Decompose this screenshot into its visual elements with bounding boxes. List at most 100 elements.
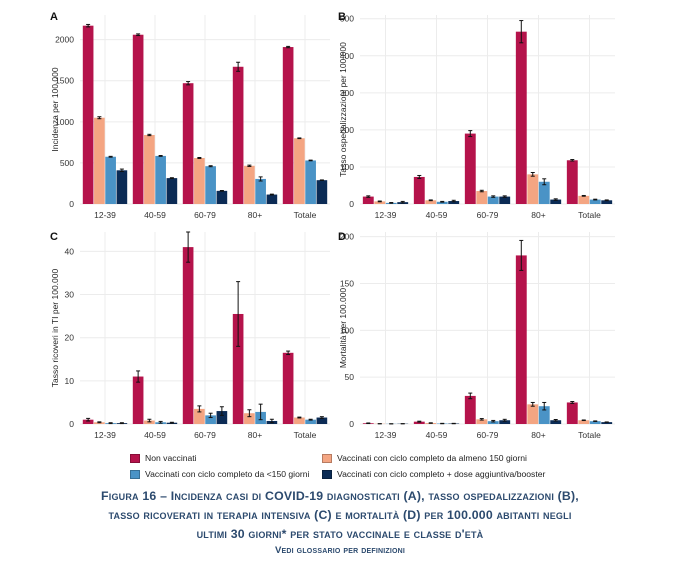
x-tick-label: Totale	[578, 210, 601, 220]
legend-item-vaccinati-150-minus: Vaccinati con ciclo completo da <150 gio…	[130, 469, 309, 479]
bar	[182, 83, 194, 204]
bar	[244, 165, 255, 204]
y-tick-label: 0	[69, 199, 74, 209]
bar	[205, 415, 216, 424]
y-axis-label: Tasso ospedalizzazioni per 100.000	[338, 42, 348, 177]
bar	[566, 160, 578, 204]
bar	[601, 422, 613, 424]
y-tick-label: 500	[340, 14, 354, 24]
x-tick-label: 40-59	[144, 210, 166, 220]
bar	[232, 66, 244, 204]
x-tick-label: Totale	[578, 430, 601, 440]
bar	[132, 376, 144, 424]
y-tick-label: 300	[340, 88, 354, 98]
figure-caption: Figura 16 – Incidenza casi di COVID-19 d…	[0, 487, 680, 544]
bar	[425, 200, 437, 204]
bar	[305, 160, 316, 204]
legend-label: Vaccinati con ciclo completo + dose aggi…	[337, 469, 546, 479]
legend-swatch	[322, 469, 332, 479]
x-tick-label: 12-39	[375, 430, 397, 440]
chart-panel-a: 0 500 1000 1500 2000 A Incidenza per 100.000 12…	[50, 11, 330, 220]
glossary-note: Vedi glossario per definizioni	[274, 545, 406, 556]
legend-item-non-vaccinati: Non vaccinati	[130, 453, 197, 463]
x-tick-label: 40-59	[426, 430, 448, 440]
y-tick-label: 150	[340, 279, 354, 289]
caption-line-2: tasso ricoverati in terapia intensiva (C…	[108, 508, 572, 522]
legend-label: Vaccinati con ciclo completo da almeno 1…	[337, 453, 527, 463]
bar	[487, 421, 499, 424]
bar	[294, 138, 305, 204]
y-axis-label: Tasso ricoveri in TI per 100.000	[50, 269, 60, 388]
bar	[182, 247, 194, 424]
y-tick-label: 100	[340, 325, 354, 335]
legend-swatch	[322, 453, 332, 463]
y-tick-label: 2000	[55, 35, 74, 45]
bar	[487, 196, 499, 204]
bar	[476, 419, 488, 424]
bar	[282, 352, 294, 424]
y-axis-label: Mortalità per 100.000	[338, 288, 348, 369]
panel-letter: C	[50, 231, 58, 243]
chart-panel-c: 0 10 20 30 40 C Tasso ricoveri in TI per 100.0…	[50, 231, 330, 440]
bar	[305, 419, 316, 424]
legend-label: Vaccinati con ciclo completo da <150 gio…	[145, 469, 310, 479]
y-tick-label: 40	[65, 246, 75, 256]
y-tick-label: 400	[340, 51, 354, 61]
x-tick-label: 80+	[248, 210, 262, 220]
bar	[374, 201, 386, 204]
panel-letter: A	[50, 11, 58, 23]
bar	[282, 47, 294, 205]
bar	[82, 419, 94, 424]
bar	[316, 180, 328, 204]
x-tick-label: 12-39	[94, 430, 116, 440]
legend-swatch	[130, 453, 140, 463]
bar	[589, 421, 601, 424]
bar	[436, 201, 448, 204]
x-tick-label: 80+	[531, 210, 545, 220]
y-tick-label: 200	[340, 125, 354, 135]
bar	[82, 25, 94, 205]
bar	[244, 413, 255, 424]
bar	[589, 199, 601, 204]
caption-line-1: Figura 16 – Incidenza casi di COVID-19 d…	[101, 489, 579, 503]
bar	[601, 200, 613, 204]
caption-line-3: ultimi 30 giorni* per stato vaccinale e …	[196, 527, 484, 541]
bar	[538, 406, 550, 424]
bar	[566, 402, 578, 424]
x-tick-label: 40-59	[426, 210, 448, 220]
y-tick-label: 0	[349, 199, 354, 209]
bar	[578, 420, 590, 424]
bar	[413, 421, 425, 424]
x-tick-label: Totale	[294, 210, 317, 220]
bar	[294, 417, 305, 424]
x-tick-label: 12-39	[94, 210, 116, 220]
legend-item-booster: Vaccinati con ciclo completo + dose aggi…	[322, 469, 545, 479]
bar	[476, 191, 488, 204]
y-tick-label: 10	[65, 376, 75, 386]
y-tick-label: 500	[60, 158, 74, 168]
y-tick-label: 20	[65, 333, 75, 343]
bar	[155, 155, 166, 204]
y-tick-label: 0	[69, 419, 74, 429]
y-tick-label: 1500	[55, 76, 74, 86]
bar	[255, 178, 266, 204]
legend: Non vaccinati Vaccinati con ciclo comple…	[130, 451, 610, 485]
x-tick-label: 60-79	[477, 430, 499, 440]
legend-label: Non vaccinati	[145, 453, 197, 463]
y-axis-label: Incidenza per 100.000	[50, 67, 60, 151]
bar	[538, 181, 550, 204]
bar	[116, 170, 128, 204]
bar	[515, 31, 527, 205]
x-tick-label: Totale	[294, 430, 317, 440]
bar	[94, 117, 105, 204]
y-tick-label: 30	[65, 290, 75, 300]
bar	[413, 176, 425, 204]
bar	[499, 196, 511, 204]
y-tick-label: 0	[349, 419, 354, 429]
y-tick-label: 100	[340, 162, 354, 172]
bar	[499, 420, 511, 424]
x-tick-label: 60-79	[194, 210, 216, 220]
panel-letter: D	[338, 231, 346, 243]
